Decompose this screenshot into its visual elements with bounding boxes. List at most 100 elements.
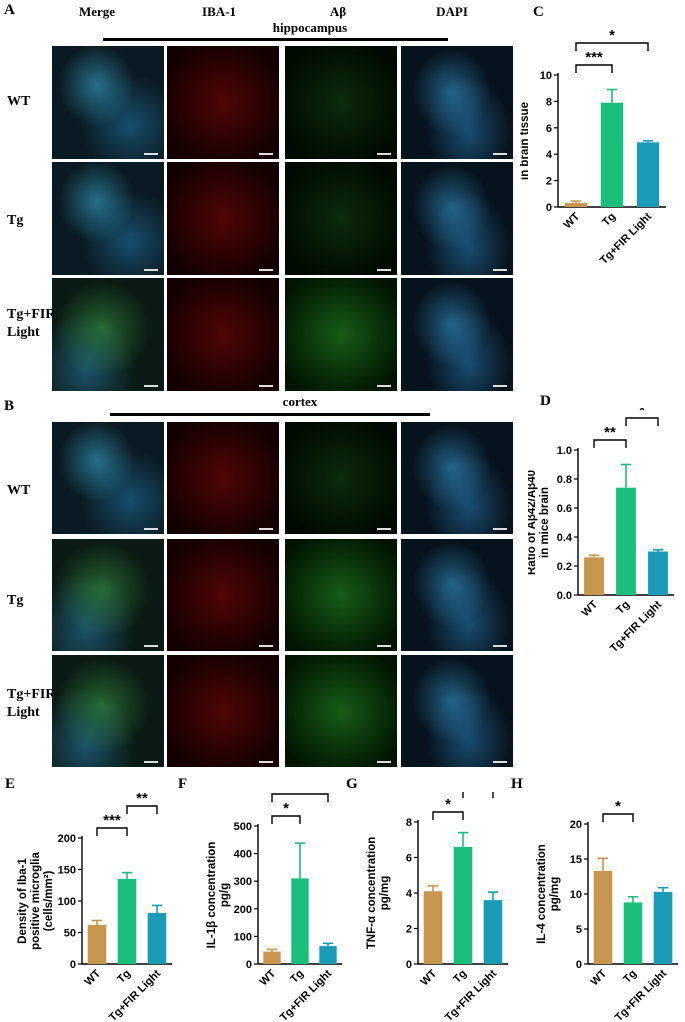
x-tick-label: Tg+FIR Light xyxy=(107,967,163,1020)
significance-label: * xyxy=(283,800,289,817)
y-tick-label: 100 xyxy=(234,931,252,943)
micrograph-hippo-fir-dapi xyxy=(401,278,513,391)
bar-chart-f: 0 100 200 300 400 500 IL-1β concentration pg/g W… xyxy=(206,792,342,1020)
y-tick-label: 200 xyxy=(234,904,252,916)
x-tick-label: Tg xyxy=(288,968,306,986)
y-tick-label: 0.4 xyxy=(557,532,573,544)
micrograph-cortex-tg-merge xyxy=(52,539,164,651)
bar-tg-fir-light xyxy=(653,891,673,964)
y-tick-label: 100 xyxy=(58,896,76,908)
micrograph-cortex-wt-abeta xyxy=(285,422,397,534)
micrograph-cortex-fir-iba1 xyxy=(167,655,279,767)
x-tick-label: WT xyxy=(562,210,583,231)
micrograph-hippo-wt-merge xyxy=(52,46,164,159)
y-tick-label: 200 xyxy=(58,833,76,845)
micrograph-hippo-tg-iba1 xyxy=(167,162,279,275)
micrograph-hippo-tg-abeta xyxy=(285,162,397,275)
y-axis-label: (cells/mm²) xyxy=(43,870,55,931)
y-tick-label: 6 xyxy=(406,853,412,865)
y-axis-label: in brain tissue xyxy=(520,102,531,180)
x-tick-label: Tg xyxy=(115,968,133,986)
micrograph-hippo-tg-merge xyxy=(52,162,164,275)
bar-tg-fir-light xyxy=(319,946,337,964)
y-tick-label: 10 xyxy=(540,70,552,82)
micrograph-cortex-fir-dapi xyxy=(401,655,513,767)
y-tick-label: 2 xyxy=(406,924,412,936)
bar-tg xyxy=(291,878,309,964)
region-label-hippocampus: hippocampus xyxy=(272,20,348,35)
significance-label: * xyxy=(445,796,451,813)
bar-wt xyxy=(423,891,443,964)
bar-tg-fir-light xyxy=(648,551,668,595)
row-label-tg-fir: Tg+FIR Light xyxy=(7,307,56,340)
bar-chart-g: 0 2 4 6 8 TNF-α concentration pg/mg WT TgTg+FIR … xyxy=(366,792,508,1020)
x-tick-label: WT xyxy=(419,967,440,988)
y-axis-label: in mice brain xyxy=(539,487,551,558)
micrograph-hippo-wt-dapi xyxy=(401,46,513,159)
micrograph-cortex-tg-iba1 xyxy=(167,539,279,651)
bar-wt xyxy=(564,203,588,207)
micrograph-cortex-fir-abeta xyxy=(285,655,397,767)
bar-tg-fir-light xyxy=(147,912,167,964)
x-tick-label: Tg+FIR Light xyxy=(613,967,669,1020)
column-header-abeta: Aβ xyxy=(329,4,347,19)
significance-label: * xyxy=(615,798,621,815)
y-tick-label: 4 xyxy=(546,149,553,161)
bar-chart-d: 0.0 0.2 0.4 0.6 0.8 1.0 Ratio of Aβ42/Aβ40 in m… xyxy=(528,408,674,655)
row-label-tg-cortex: Tg xyxy=(7,593,24,608)
row-label-tg-fir-cortex: Tg+FIR Light xyxy=(7,687,56,720)
y-tick-label: 0 xyxy=(546,202,552,214)
panel-label-c: C xyxy=(533,4,544,20)
bar-chart-c: 0246810Aβ plaques burdenin brain tissueW… xyxy=(520,27,666,267)
significance-bracket xyxy=(602,813,634,822)
y-tick-label: 8 xyxy=(406,817,412,829)
y-tick-label: 150 xyxy=(58,865,76,877)
column-header-merge: Merge xyxy=(78,4,116,19)
significance-label: *** xyxy=(585,49,603,66)
y-tick-label: 8 xyxy=(546,96,552,108)
y-axis-label: pg/mg xyxy=(379,876,391,911)
region-label-cortex: cortex xyxy=(282,394,318,409)
y-tick-label: 20 xyxy=(570,819,582,831)
y-tick-label: 15 xyxy=(570,854,582,866)
y-axis-label: positive microglia xyxy=(30,852,42,950)
bar-wt xyxy=(593,870,613,964)
micrograph-cortex-wt-merge xyxy=(52,422,164,534)
y-tick-label: 5 xyxy=(576,924,582,936)
y-tick-label: 0 xyxy=(70,959,76,971)
panel-label-h: H xyxy=(511,776,523,792)
panel-label-g: G xyxy=(346,776,358,792)
micrograph-cortex-tg-abeta xyxy=(285,539,397,651)
micrograph-cortex-wt-iba1 xyxy=(167,422,279,534)
y-axis-label: Ratio of Aβ42/Aβ40 xyxy=(528,470,538,575)
significance-bracket xyxy=(126,805,158,814)
y-tick-label: 400 xyxy=(234,849,252,861)
y-axis-label: Density of Iba-1 xyxy=(17,858,29,944)
y-axis-label: IL-1β concentration xyxy=(206,842,218,949)
significance-bracket xyxy=(271,815,301,824)
bar-tg xyxy=(453,846,473,964)
row-label-wt-cortex: WT xyxy=(7,483,31,498)
micrograph-hippo-tg-dapi xyxy=(401,162,513,275)
x-tick-label: Tg+FIR Light xyxy=(443,967,499,1020)
column-header-dapi: DAPI xyxy=(436,4,468,19)
micrograph-hippo-fir-iba1 xyxy=(167,278,279,391)
micrograph-hippo-wt-abeta xyxy=(285,46,397,159)
micrograph-cortex-tg-dapi xyxy=(401,539,513,651)
x-tick-label: Tg+FIR Light xyxy=(278,967,334,1020)
y-tick-label: 0.2 xyxy=(557,561,572,573)
significance-label: *** xyxy=(103,812,121,829)
y-tick-label: 2 xyxy=(546,176,552,188)
y-tick-label: 0.8 xyxy=(557,474,572,486)
micrograph-hippo-fir-merge xyxy=(52,278,164,391)
micrograph-hippo-fir-abeta xyxy=(285,278,397,391)
bar-wt xyxy=(584,557,604,595)
bar-tg-fir-light xyxy=(483,900,503,964)
significance-label: ** xyxy=(136,792,148,807)
x-tick-label: Tg xyxy=(614,599,632,617)
significance-bracket xyxy=(271,793,329,802)
panel-label-f: F xyxy=(178,776,188,792)
x-tick-label: WT xyxy=(580,598,601,619)
bar-tg xyxy=(623,902,643,964)
significance-bracket xyxy=(432,811,464,820)
